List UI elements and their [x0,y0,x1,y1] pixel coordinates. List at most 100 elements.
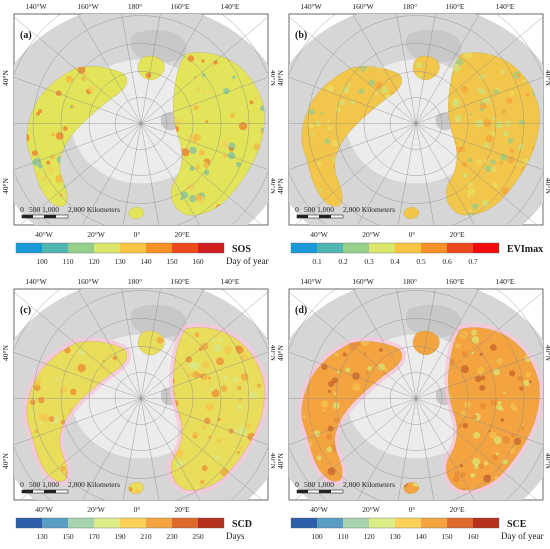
graticule [14,14,268,225]
bottom-longitude-label: 40°W [35,230,53,239]
pixel-patch [460,410,467,418]
variable-name: SOS [232,244,251,255]
meridian-line [415,123,475,225]
pixel-patch [480,375,486,381]
pixel-patch [60,466,66,472]
pixel-patch [361,69,365,73]
meridian-line [415,398,435,500]
pixel-patch [509,148,514,153]
colorbar-tick-label: 120 [363,532,375,541]
pixel-patch [471,202,479,210]
left-latitude-label: 40°N [1,452,10,468]
meridian-line [294,398,417,500]
grey-land [130,29,187,63]
meridian-line [396,289,417,399]
meridian-line [140,123,200,225]
pixel-patch [467,187,476,196]
pixel-patch [223,346,232,355]
scale-bar-label: 0 [295,480,299,489]
pixel-patch [461,162,467,168]
pixel-patch [112,355,118,361]
colorbar-tick-label: 160 [192,257,204,266]
scale-bar-segment [22,490,33,493]
pixel-patch [216,357,225,366]
pixel-patch [54,376,59,381]
pixel-patch [497,400,502,405]
pixel-patch [237,405,243,411]
pixel-patch [492,182,499,188]
pixel-patch [38,108,43,114]
pixel-patch [518,119,525,125]
top-longitude-label: 140°E [496,2,515,11]
graticule [289,289,543,500]
pixel-patch [65,75,74,83]
meridian-line [19,123,142,225]
bottom-longitude-label: 40°W [310,505,328,514]
pixel-patch [452,99,461,108]
unit-label: Day of year [226,256,268,266]
right-latitude-label: 40°N [544,345,550,361]
right-latitude-label: 40°N [544,453,550,469]
colorbar-swatch [343,243,369,253]
pixel-patch [462,422,469,429]
colorbar-swatch [120,243,146,253]
pixel-patch [316,161,322,166]
scale-bar-segment [44,490,56,493]
meridian-line [14,291,142,399]
bottom-longitude-label: 20°W [362,505,380,514]
unit-label: Day of year [501,531,543,541]
pixel-patch [333,417,339,423]
pixel-patch [38,413,45,420]
pixel-patch [195,193,203,201]
pixel-patch [205,120,209,124]
pixel-patch [459,330,468,339]
scale-bar-label: 2,000 Kilometers [68,205,120,214]
pixel-patch [192,133,201,142]
map-svg: (b) 140°W 160°W 180° 160°E 140°E 40°W 20°W 0° 20°… [276,2,550,266]
bottom-longitude-label: 0° [409,230,416,239]
pixel-patch [491,131,497,137]
meridian-line [19,398,142,500]
meridian-line [415,398,538,500]
grey-land [130,304,187,338]
pixel-patch [327,389,332,393]
colorbar-tick-label: 0.7 [468,257,478,266]
scale-bar-label: 500 1,000 [304,205,334,214]
pixel-patch [480,402,487,410]
pixel-patch [63,126,68,131]
pixel-patch [472,457,481,466]
pixel-patch [201,59,205,63]
colorbar-tick-label: 0.6 [442,257,452,266]
colorbar-tick-label: 160 [467,532,479,541]
meridian-line [77,14,142,124]
colorbar-tick-label: 140 [415,532,427,541]
pixel-patch [469,113,473,116]
meridian-line [140,77,268,124]
scale-bar-label: 500 1,000 [304,480,334,489]
meridian-line [289,77,417,124]
colorbar-tick-label: 110 [63,257,74,266]
pixel-patch [483,119,492,128]
meridian-line [397,123,417,225]
scale-bar-label: 0 [295,205,299,214]
pixel-patch [232,75,236,80]
meridian-line [396,14,417,124]
pixel-patch [418,72,423,78]
pixel-patch [332,139,340,147]
pixel-patch [350,100,356,105]
colorbar-tick-label: 0.2 [338,257,348,266]
pixel-patch [194,332,200,338]
pixel-patch [256,383,261,388]
pixel-patch [50,154,55,160]
colorbar-swatch [473,518,499,528]
top-longitude-label: 160°E [171,277,190,286]
meridian-line [289,398,417,445]
pixel-patch [352,372,360,380]
pixel-patch [479,384,486,391]
colorbar-swatch [291,518,317,528]
pixel-patch [311,133,314,136]
colorbar-tick-label: 110 [338,532,349,541]
pixel-patch [199,149,205,156]
pixel-patch [506,97,513,104]
pixel-patch [492,116,496,121]
